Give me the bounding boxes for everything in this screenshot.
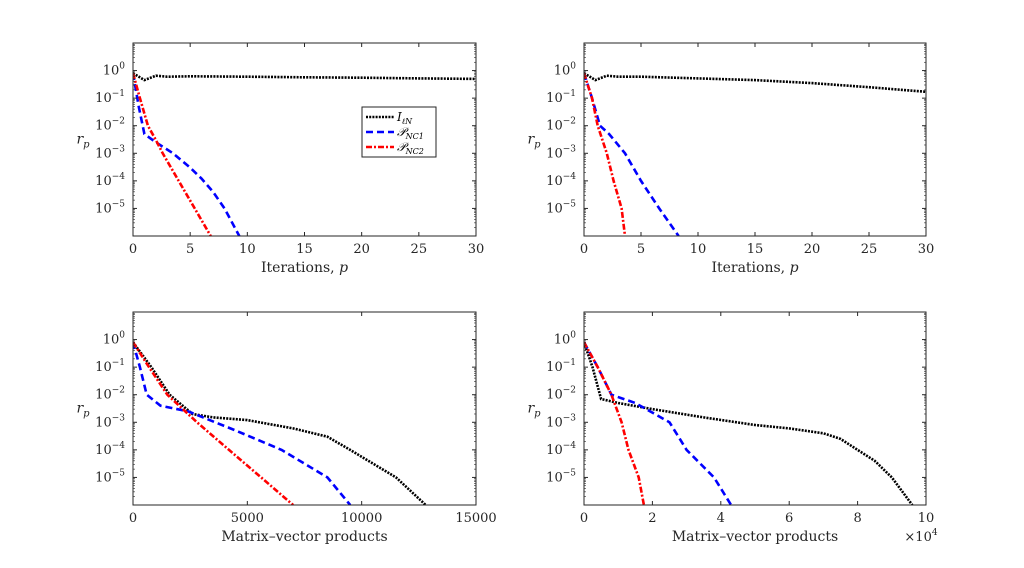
y-tick-label: 10−2 xyxy=(95,386,125,403)
y-tick-label: 10−3 xyxy=(546,413,576,430)
x-axis-label: Matrix–vector products xyxy=(672,529,838,545)
series-pnc1-line xyxy=(133,341,352,505)
x-tick-label: 10000 xyxy=(341,511,382,526)
y-tick-label: 10−3 xyxy=(546,144,576,161)
x-tick-label: 5 xyxy=(637,242,645,257)
x-tick-label: 6 xyxy=(785,511,793,526)
y-tick-label: 100 xyxy=(103,62,126,79)
series-pnc1-line xyxy=(584,341,733,505)
series-iln-line xyxy=(584,341,914,505)
x-tick-label: 15 xyxy=(296,242,313,257)
x-tick-label: 25 xyxy=(861,242,878,257)
x-tick-label: 20 xyxy=(804,242,821,257)
y-tick-label: 10−1 xyxy=(95,358,125,375)
x-tick-label: 5000 xyxy=(231,511,264,526)
x-tick-label: 8 xyxy=(853,511,861,526)
x-tick-label: 20 xyxy=(353,242,370,257)
x-tick-label: 5 xyxy=(186,242,194,257)
y-tick-label: 10−3 xyxy=(95,413,125,430)
series-pnc2-line xyxy=(584,341,646,505)
y-tick-label: 10−1 xyxy=(546,358,576,375)
x-tick-label: 10 xyxy=(690,242,707,257)
legend-label-iln: IℓN xyxy=(396,110,413,126)
x-tick-label: 25 xyxy=(411,242,428,257)
y-tick-label: 10−5 xyxy=(546,199,576,216)
y-tick-label: 10−1 xyxy=(546,89,576,106)
x-tick-label: 10 xyxy=(918,511,935,526)
y-tick-label: 10−3 xyxy=(95,144,125,161)
y-tick-label: 10−4 xyxy=(546,172,576,189)
series-pnc1-line xyxy=(133,72,241,236)
x-tick-label: 4 xyxy=(717,511,725,526)
x-tick-label: 15000 xyxy=(455,511,496,526)
x-tick-label: 2 xyxy=(648,511,656,526)
x-tick-label: 30 xyxy=(918,242,935,257)
panel-top-left: 0 5 10 15 20 25 30 100 10−1 10−2 10−3 10−4 10−5 Itera… xyxy=(76,42,485,276)
series-pnc2-line xyxy=(584,72,627,236)
x-axis-label: Iterations, p xyxy=(261,260,348,276)
y-tick-label: 10−2 xyxy=(546,117,576,134)
y-tick-label: 10−4 xyxy=(546,441,576,458)
series-iln-line xyxy=(584,72,926,94)
y-axis-label: rp xyxy=(76,401,90,420)
y-axis-label: rp xyxy=(527,132,541,151)
x-axis-multiplier: ×104 xyxy=(904,528,937,545)
y-tick-label: 10−5 xyxy=(95,199,125,216)
y-tick-label: 10−4 xyxy=(95,441,125,458)
y-tick-label: 10−5 xyxy=(95,468,125,485)
x-tick-label: 0 xyxy=(580,511,588,526)
legend-box xyxy=(361,106,437,158)
y-tick-label: 10−2 xyxy=(95,117,125,134)
panel-top-right: 0 5 10 15 20 25 30 100 10−1 10−2 10−3 10−4 10−5 Itera… xyxy=(527,42,935,276)
y-axis-label: rp xyxy=(527,401,541,420)
axes-frame xyxy=(583,42,927,237)
x-tick-label: 0 xyxy=(129,511,137,526)
y-tick-label: 10−5 xyxy=(546,468,576,485)
series-pnc2-line xyxy=(133,72,212,236)
axes-frame xyxy=(583,311,927,506)
y-tick-label: 10−2 xyxy=(546,386,576,403)
y-tick-label: 100 xyxy=(554,62,577,79)
series-pnc2-line xyxy=(133,341,294,505)
series-iln-line xyxy=(133,72,476,82)
series-pnc1-line xyxy=(584,72,680,236)
series-iln-line xyxy=(133,341,427,505)
y-tick-label: 100 xyxy=(554,331,577,348)
y-tick-label: 100 xyxy=(103,331,126,348)
panel-bottom-right: 0 2 4 6 8 10 100 10−1 10−2 10−3 10−4 10−5 Matrix–vec… xyxy=(527,311,938,545)
x-tick-label: 0 xyxy=(129,242,137,257)
y-tick-label: 10−4 xyxy=(95,172,125,189)
x-tick-label: 15 xyxy=(747,242,764,257)
x-axis-label: Iterations, p xyxy=(711,260,798,276)
x-axis-label: Matrix–vector products xyxy=(221,529,387,545)
y-axis-label: rp xyxy=(76,132,90,151)
x-tick-label: 10 xyxy=(239,242,256,257)
panel-bottom-left: 0 5000 10000 15000 100 10−1 10−2 10−3 10−4 10−5 Ma… xyxy=(76,311,497,545)
x-tick-label: 0 xyxy=(580,242,588,257)
y-tick-label: 10−1 xyxy=(95,89,125,106)
x-tick-label: 30 xyxy=(468,242,485,257)
axes-frame xyxy=(132,311,477,506)
